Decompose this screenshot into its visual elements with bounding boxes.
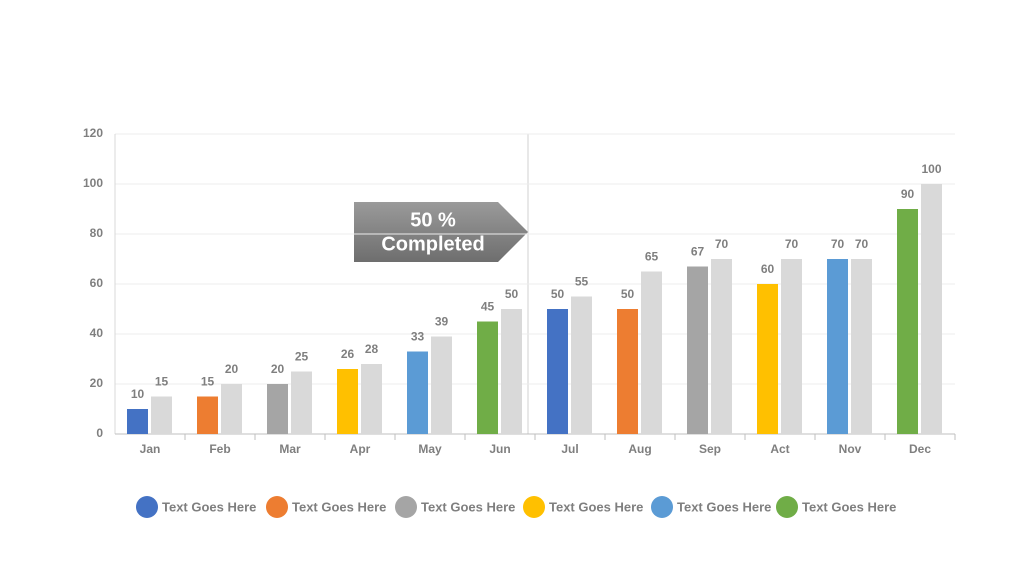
bar [617,309,638,434]
bar [197,396,218,434]
data-label: 60 [761,262,775,276]
x-tick-label: Sep [699,442,721,456]
data-label: 20 [271,362,285,376]
y-tick-label: 60 [90,276,104,290]
legend-label: Text Goes Here [549,499,643,514]
legend-marker [776,496,798,518]
legend-marker [136,496,158,518]
data-label: 70 [785,237,799,251]
x-tick-label: Feb [209,442,230,456]
data-label: 70 [831,237,845,251]
bar [687,266,708,434]
data-label: 90 [901,187,915,201]
bar [547,309,568,434]
data-label: 25 [295,350,309,364]
data-label: 70 [855,237,869,251]
data-label: 26 [341,347,355,361]
bar [781,259,802,434]
x-tick-label: Nov [839,442,862,456]
legend-label: Text Goes Here [421,499,515,514]
bar [431,336,452,434]
bar [361,364,382,434]
bar [827,259,848,434]
legend-label: Text Goes Here [677,499,771,514]
bar [221,384,242,434]
legend-marker [266,496,288,518]
data-label: 50 [551,287,565,301]
data-label: 55 [575,275,589,289]
y-tick-label: 40 [90,326,104,340]
legend-marker [651,496,673,518]
bar [127,409,148,434]
x-tick-label: Act [770,442,789,456]
data-label: 15 [155,375,169,389]
bar [501,309,522,434]
bar [407,351,428,434]
bar [897,209,918,434]
bar [711,259,732,434]
data-label: 67 [691,245,705,259]
data-label: 33 [411,330,425,344]
bar [337,369,358,434]
bar [921,184,942,434]
x-tick-label: Apr [350,442,371,456]
data-label: 20 [225,362,239,376]
bar [267,384,288,434]
x-tick-label: Mar [279,442,301,456]
x-tick-label: Aug [628,442,651,456]
x-tick-label: Jan [140,442,161,456]
bar [851,259,872,434]
data-label: 39 [435,315,449,329]
data-label: 50 [621,287,635,301]
x-tick-label: May [418,442,442,456]
bar [757,284,778,434]
annotation-line: Completed [381,233,484,255]
y-tick-label: 0 [96,426,103,440]
legend-label: Text Goes Here [162,499,256,514]
legend-marker [523,496,545,518]
x-tick-label: Dec [909,442,931,456]
x-tick-label: Jul [561,442,578,456]
bar [291,371,312,434]
x-tick-label: Jun [489,442,510,456]
legend-label: Text Goes Here [802,499,896,514]
y-tick-label: 20 [90,376,104,390]
legend-marker [395,496,417,518]
legend-label: Text Goes Here [292,499,386,514]
bar [477,321,498,434]
y-tick-label: 100 [83,176,103,190]
bar [641,271,662,434]
bar [151,396,172,434]
data-label: 50 [505,287,519,301]
data-label: 15 [201,375,215,389]
bar [571,296,592,434]
annotation-line: 50 % [410,209,456,231]
data-label: 70 [715,237,729,251]
data-label: 45 [481,300,495,314]
data-label: 65 [645,250,659,264]
y-tick-label: 120 [83,126,103,140]
data-label: 100 [921,162,941,176]
y-tick-label: 80 [90,226,104,240]
annotation-arrow [354,202,528,262]
data-label: 10 [131,387,145,401]
data-label: 28 [365,342,379,356]
